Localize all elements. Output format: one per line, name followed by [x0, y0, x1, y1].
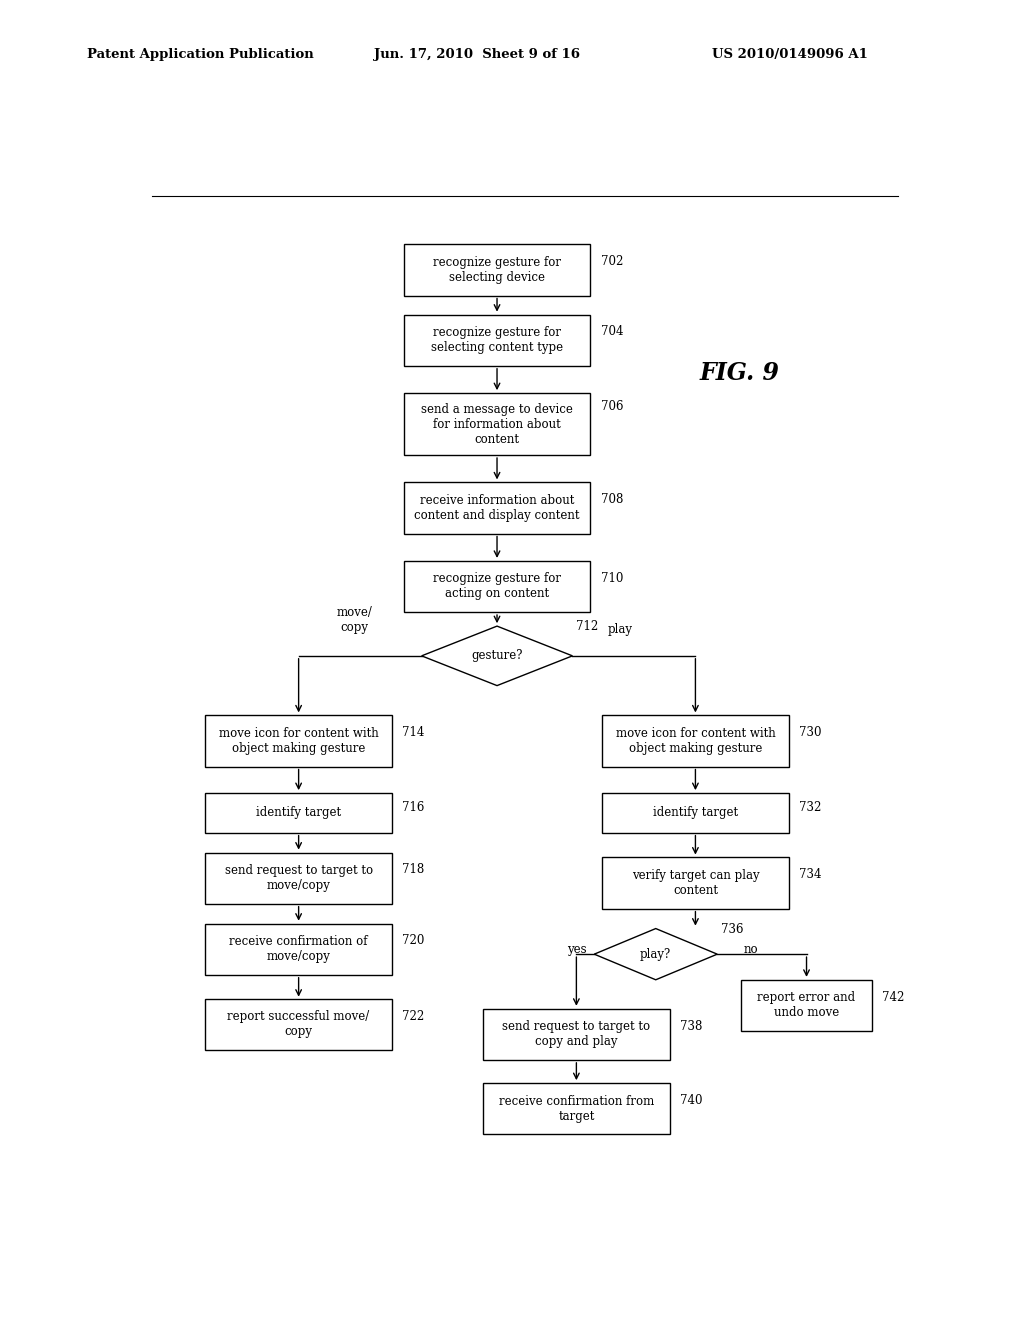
- Text: 732: 732: [799, 800, 821, 813]
- Text: report error and
undo move: report error and undo move: [758, 991, 856, 1019]
- Text: 716: 716: [402, 800, 425, 813]
- FancyBboxPatch shape: [403, 482, 590, 533]
- FancyBboxPatch shape: [403, 244, 590, 296]
- Text: send request to target to
copy and play: send request to target to copy and play: [503, 1020, 650, 1048]
- Text: 742: 742: [883, 990, 904, 1003]
- FancyBboxPatch shape: [483, 1084, 670, 1134]
- Text: send request to target to
move/copy: send request to target to move/copy: [224, 865, 373, 892]
- Text: verify target can play
content: verify target can play content: [632, 869, 759, 898]
- Text: receive confirmation of
move/copy: receive confirmation of move/copy: [229, 935, 368, 964]
- FancyBboxPatch shape: [741, 979, 872, 1031]
- Text: 738: 738: [680, 1019, 702, 1032]
- FancyBboxPatch shape: [403, 314, 590, 366]
- FancyBboxPatch shape: [206, 715, 392, 767]
- Text: 730: 730: [799, 726, 821, 739]
- Text: receive information about
content and display content: receive information about content and di…: [415, 494, 580, 521]
- Text: US 2010/0149096 A1: US 2010/0149096 A1: [712, 48, 867, 61]
- Text: play?: play?: [640, 948, 672, 961]
- FancyBboxPatch shape: [602, 715, 788, 767]
- Text: 710: 710: [601, 572, 623, 585]
- Polygon shape: [594, 928, 717, 979]
- Text: recognize gesture for
acting on content: recognize gesture for acting on content: [433, 573, 561, 601]
- FancyBboxPatch shape: [206, 793, 392, 833]
- FancyBboxPatch shape: [483, 1008, 670, 1060]
- FancyBboxPatch shape: [206, 999, 392, 1049]
- Text: identify target: identify target: [653, 807, 738, 820]
- Text: 702: 702: [601, 255, 623, 268]
- Text: 734: 734: [799, 869, 821, 882]
- Text: recognize gesture for
selecting device: recognize gesture for selecting device: [433, 256, 561, 284]
- Text: 722: 722: [402, 1010, 424, 1023]
- Text: 740: 740: [680, 1094, 702, 1107]
- Polygon shape: [422, 626, 572, 685]
- FancyBboxPatch shape: [602, 858, 788, 908]
- Text: gesture?: gesture?: [471, 649, 523, 663]
- Text: 720: 720: [402, 935, 425, 948]
- Text: identify target: identify target: [256, 807, 341, 820]
- Text: send a message to device
for information about
content: send a message to device for information…: [421, 403, 573, 446]
- Text: no: no: [743, 942, 759, 956]
- Text: 704: 704: [601, 326, 623, 338]
- FancyBboxPatch shape: [403, 393, 590, 455]
- Text: recognize gesture for
selecting content type: recognize gesture for selecting content …: [431, 326, 563, 354]
- Text: move/
copy: move/ copy: [336, 606, 372, 634]
- Text: move icon for content with
object making gesture: move icon for content with object making…: [615, 727, 775, 755]
- Text: play: play: [607, 623, 633, 636]
- Text: Patent Application Publication: Patent Application Publication: [87, 48, 313, 61]
- FancyBboxPatch shape: [602, 793, 788, 833]
- Text: 712: 712: [577, 619, 599, 632]
- Text: FIG. 9: FIG. 9: [699, 362, 779, 385]
- Text: 718: 718: [402, 863, 424, 876]
- Text: move icon for content with
object making gesture: move icon for content with object making…: [219, 727, 379, 755]
- Text: receive confirmation from
target: receive confirmation from target: [499, 1094, 654, 1123]
- FancyBboxPatch shape: [403, 561, 590, 612]
- Text: 714: 714: [402, 726, 425, 739]
- Text: 706: 706: [601, 400, 623, 413]
- Text: yes: yes: [566, 942, 586, 956]
- Text: 708: 708: [601, 494, 623, 506]
- FancyBboxPatch shape: [206, 853, 392, 904]
- Text: 736: 736: [721, 923, 743, 936]
- Text: Jun. 17, 2010  Sheet 9 of 16: Jun. 17, 2010 Sheet 9 of 16: [374, 48, 580, 61]
- Text: report successful move/
copy: report successful move/ copy: [227, 1010, 370, 1039]
- FancyBboxPatch shape: [206, 924, 392, 975]
